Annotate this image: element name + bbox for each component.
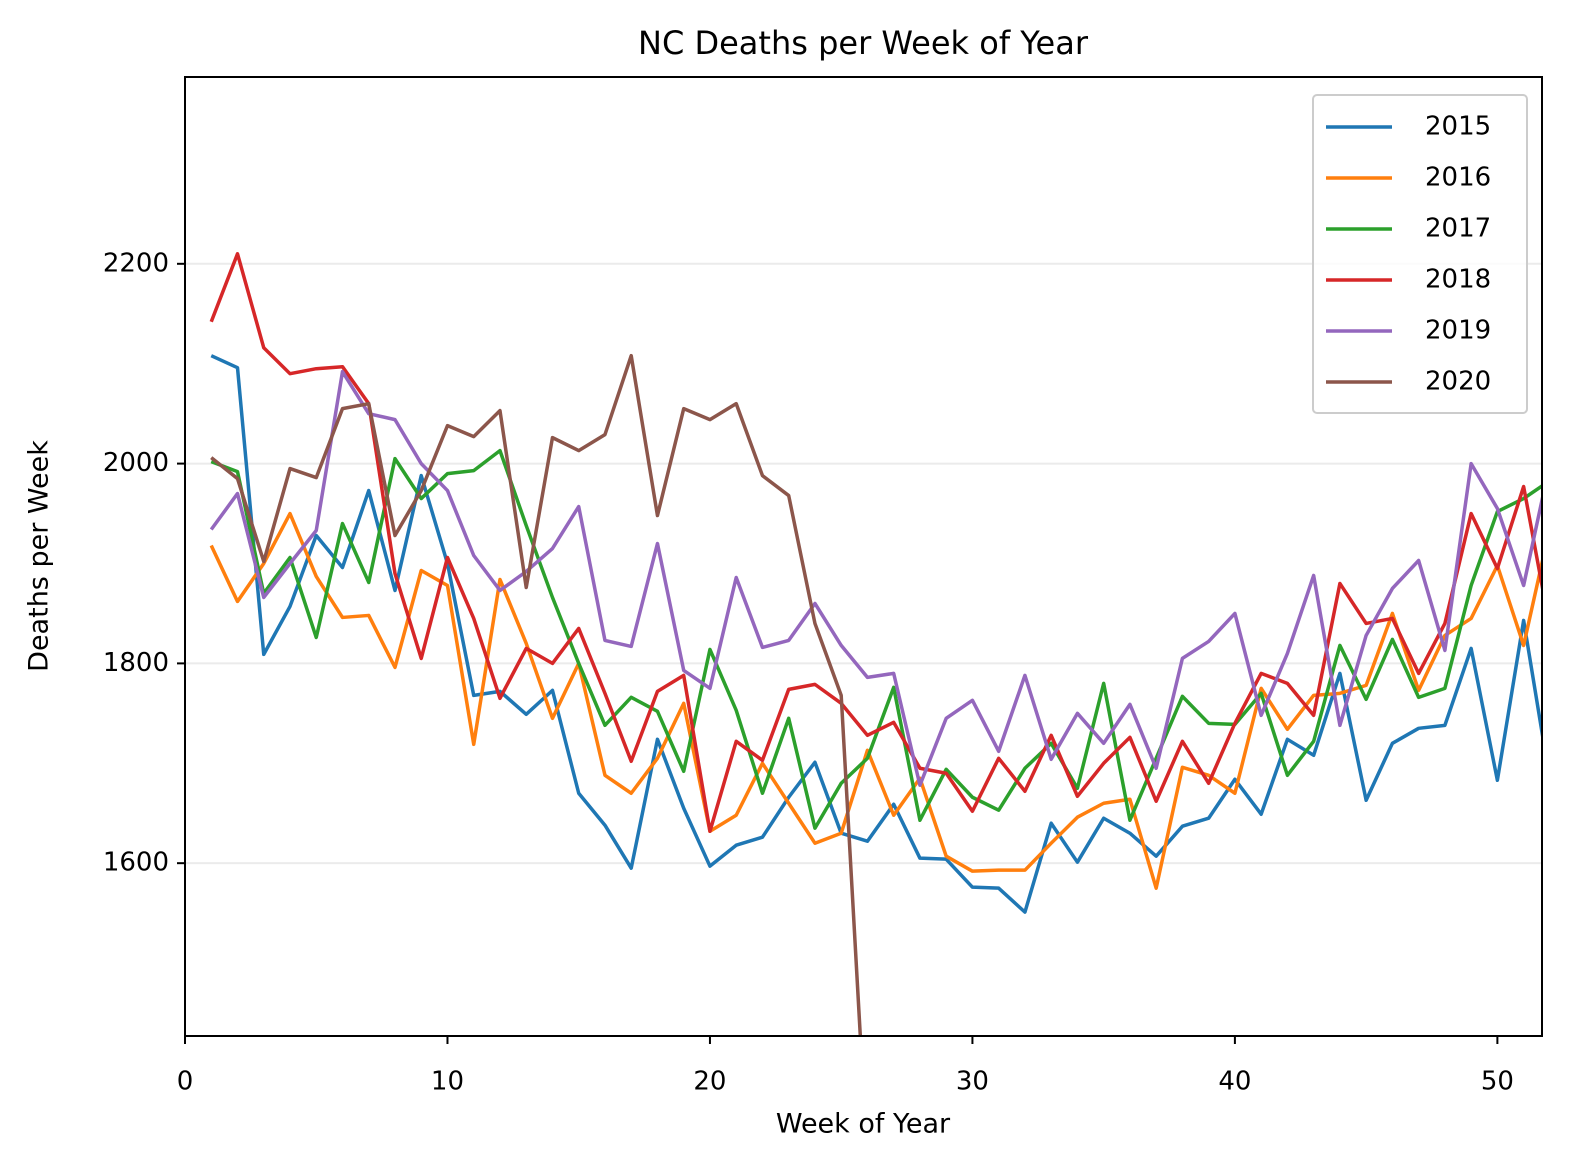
legend-label: 2020 (1425, 367, 1491, 397)
series-line (210, 354, 1542, 914)
x-tick-label: 10 (431, 1067, 464, 1097)
x-tick-label: 50 (1481, 1067, 1514, 1097)
y-axis-label: Deaths per Week (24, 440, 55, 672)
y-tick-label: 1600 (103, 848, 169, 878)
series-line (209, 369, 1542, 788)
lines (209, 252, 1542, 1036)
legend-label: 2016 (1425, 163, 1491, 193)
y-tick-label: 2200 (103, 248, 169, 278)
chart-title: NC Deaths per Week of Year (638, 24, 1089, 62)
x-tick-label: 20 (693, 1067, 726, 1097)
series-line (210, 448, 1542, 830)
x-tick-label: 0 (177, 1067, 194, 1097)
legend-label: 2019 (1425, 316, 1491, 346)
legend-box (1312, 94, 1528, 414)
plot-frame (184, 76, 1543, 1037)
x-axis-label: Week of Year (776, 1109, 951, 1140)
x-tick-label: 30 (956, 1067, 989, 1097)
legend-label: 2017 (1425, 214, 1491, 244)
y-tick-label: 1800 (103, 648, 169, 678)
x-tick-label: 40 (1218, 1067, 1251, 1097)
series-line (210, 353, 863, 1036)
y-tick-label: 2000 (103, 448, 169, 478)
legend: 2015 2016 2017 2018 2019 2020 (1312, 94, 1528, 414)
series-line (209, 511, 1542, 890)
legend-label: 2015 (1425, 112, 1491, 142)
legend-label: 2018 (1425, 265, 1491, 295)
